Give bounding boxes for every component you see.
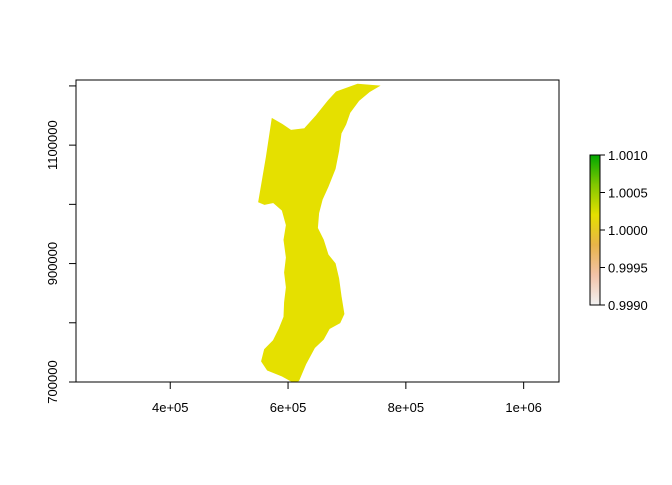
legend-tick-label-0: 1.0010	[608, 148, 648, 163]
raster-cells	[258, 83, 381, 383]
x-axis: 4e+05 6e+05 8e+05 1e+06	[152, 381, 542, 415]
x-tick-label-0: 4e+05	[152, 400, 189, 415]
x-tick-label-2: 8e+05	[388, 400, 425, 415]
x-tick-label-3: 1e+06	[505, 400, 542, 415]
legend-tick-label-4: 0.9990	[608, 298, 648, 313]
y-tick-label-4: 1100000	[45, 120, 60, 170]
legend-tick-label-1: 1.0005	[608, 186, 648, 201]
raster-region	[258, 83, 381, 383]
x-tick-label-1: 6e+05	[270, 400, 307, 415]
y-axis: 700000 900000 1100000	[45, 85, 77, 404]
legend-tick-label-3: 0.9995	[608, 261, 648, 276]
legend-tick-label-2: 1.0000	[608, 223, 648, 238]
y-tick-label-2: 900000	[45, 242, 60, 285]
color-legend: 1.0010 1.0005 1.0000 0.9995 0.9990	[589, 148, 648, 313]
legend-color-bar	[589, 154, 601, 306]
y-tick-label-0: 700000	[45, 360, 60, 403]
